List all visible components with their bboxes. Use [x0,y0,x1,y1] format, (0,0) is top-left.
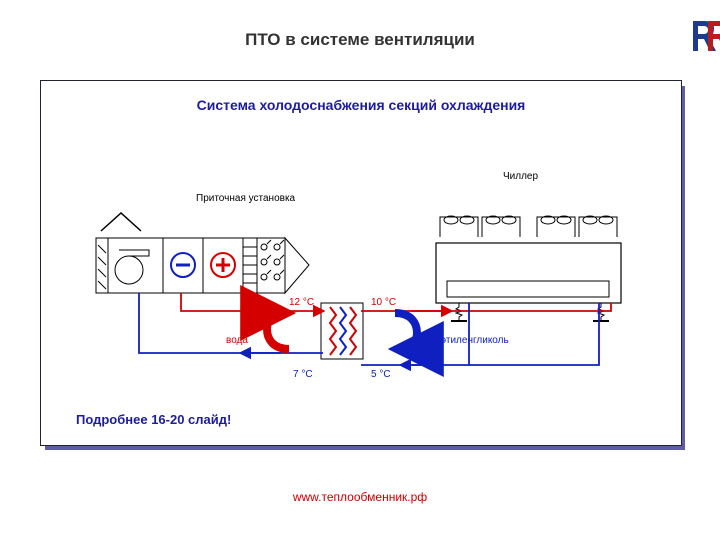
footer-note: Подробнее 16-20 слайд! [76,412,231,427]
label-water: вода [226,335,248,346]
ahu-unit [96,213,309,293]
label-glycol: этиленгликоль [441,335,509,346]
label-ahu: Приточная установка [196,193,295,204]
label-chiller: Чиллер [503,171,538,182]
glycol-loop [361,303,611,365]
heat-exchanger [321,303,363,359]
temp-12: 12 °С [289,297,314,308]
chiller-unit [436,216,621,321]
page-title: ПТО в системе вентиляции [0,30,720,50]
temp-7: 7 °С [293,369,313,380]
footer-url: www.теплообменник.рф [0,490,720,504]
diagram-card: Система холодоснабжения секций охлаждени… [40,80,682,446]
temp-10: 10 °С [371,297,396,308]
diagram-svg [41,105,681,445]
temp-5: 5 °С [371,369,391,380]
